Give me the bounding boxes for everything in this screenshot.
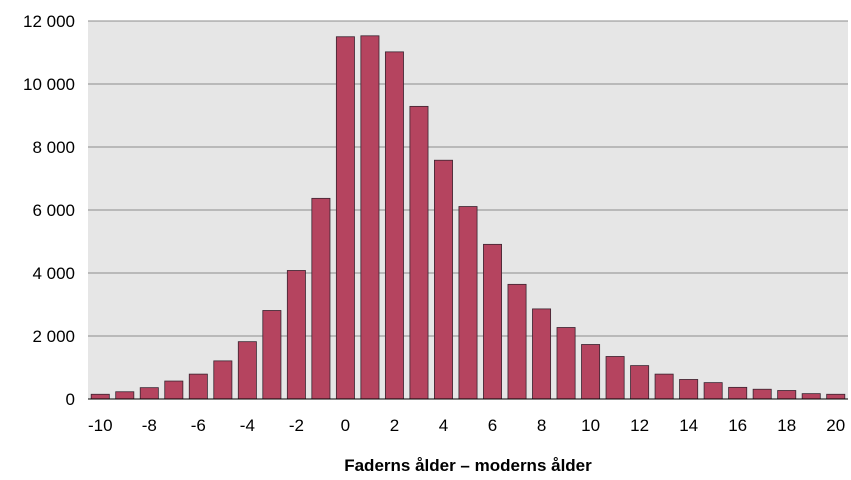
x-tick-label: 8: [537, 416, 546, 435]
bar: [483, 243, 502, 400]
y-tick-label: 8 000: [32, 138, 75, 157]
x-tick-label: 0: [341, 416, 350, 435]
bar: [311, 197, 331, 400]
bar: [679, 379, 699, 400]
x-tick-label: 14: [679, 416, 698, 435]
bar: [801, 393, 821, 400]
x-tick-label: -2: [289, 416, 304, 435]
bar: [556, 327, 576, 400]
y-tick-label: 12 000: [23, 12, 75, 31]
bar: [728, 386, 748, 400]
x-tick-label: -4: [240, 416, 255, 435]
x-tick-label: 6: [488, 416, 497, 435]
bar: [237, 341, 257, 400]
x-axis-title: Faderns ålder – moderns ålder: [344, 456, 592, 475]
x-tick-label: -8: [142, 416, 157, 435]
x-tick-label: 18: [777, 416, 796, 435]
x-tick-label: 4: [439, 416, 448, 435]
bar: [458, 206, 478, 400]
bar: [360, 35, 380, 400]
bar: [532, 308, 552, 400]
bar: [115, 391, 135, 400]
x-tick-label: -6: [191, 416, 206, 435]
bar: [164, 380, 184, 400]
y-tick-label: 10 000: [23, 75, 75, 94]
bar: [286, 270, 306, 400]
bar: [335, 36, 355, 400]
x-tick-label: 12: [630, 416, 649, 435]
bar: [384, 51, 404, 400]
x-tick-label: 20: [826, 416, 845, 435]
bar: [262, 310, 282, 400]
bar: [703, 382, 723, 400]
bar: [507, 283, 527, 400]
bar: [581, 344, 601, 400]
bar: [605, 356, 625, 400]
bar: [213, 360, 233, 400]
x-tick-labels: -10 -8 -6 -4 -2 0 2 4 6 8 10 12 14 16 18 20: [88, 416, 845, 435]
bar: [188, 373, 208, 400]
bar: [826, 393, 846, 400]
y-tick-label: 2 000: [32, 327, 75, 346]
x-tick-label: 10: [581, 416, 600, 435]
y-tick-label: 4 000: [32, 264, 75, 283]
y-tick-label: 0: [66, 390, 75, 409]
bars: [90, 35, 846, 400]
x-tick-label: 2: [390, 416, 399, 435]
x-tick-label: -10: [88, 416, 113, 435]
x-tick-label: 16: [728, 416, 747, 435]
bar: [90, 393, 110, 400]
bar: [434, 159, 453, 400]
bar: [654, 373, 674, 400]
bar: [139, 387, 159, 400]
bar: [777, 390, 797, 400]
bar: [630, 365, 650, 400]
y-tick-labels: 0 2 000 4 000 6 000 8 000 10 000 12 000: [23, 12, 75, 409]
bar: [752, 388, 772, 400]
bar: [409, 105, 429, 400]
y-tick-label: 6 000: [32, 201, 75, 220]
